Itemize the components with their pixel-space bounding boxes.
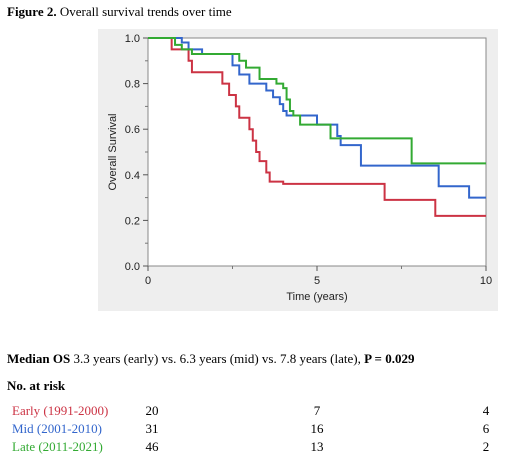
x-tick-label: 0 (145, 275, 151, 287)
median-os-line: Median OS 3.3 years (early) vs. 6.3 year… (7, 351, 414, 367)
risk-count: 20 (145, 403, 159, 418)
plot-area (147, 37, 487, 267)
risk-count: 46 (145, 439, 159, 454)
risk-count: 6 (482, 421, 490, 436)
x-tick-label: 10 (480, 275, 492, 287)
risk-table-title: No. at risk (7, 378, 66, 393)
risk-row-label: Mid (2001-2010) (12, 421, 102, 436)
median-os-p-value: P = 0.029 (364, 351, 415, 366)
risk-count: 4 (482, 403, 490, 418)
median-os-text: 3.3 years (early) vs. 6.3 years (mid) vs… (73, 351, 361, 366)
y-tick-label: 0.0 (125, 261, 140, 273)
y-tick-label: 1.0 (125, 33, 140, 45)
km-curve-late (148, 37, 486, 165)
y-tick-label: 0.8 (125, 79, 140, 91)
y-tick-label: 0.2 (125, 215, 140, 227)
risk-row-label: Late (2011-2021) (12, 439, 103, 454)
y-axis-label: Overall Survival (107, 113, 119, 190)
x-axis-label: Time (years) (286, 291, 347, 303)
figure-title-text: Overall survival trends over time (59, 4, 232, 19)
risk-count: 16 (310, 421, 324, 436)
risk-row-late: Late (2011-2021) 46 13 2 (0, 439, 514, 457)
risk-count: 13 (310, 439, 324, 454)
y-tick-label: 0.6 (125, 124, 140, 136)
y-tick-label: 0.4 (125, 170, 140, 182)
risk-row-label: Early (1991-2000) (12, 403, 109, 418)
risk-row-mid: Mid (2001-2010) 31 16 6 (0, 421, 514, 439)
risk-count: 7 (313, 403, 321, 418)
km-curve-early (148, 37, 486, 217)
median-os-label: Median OS (7, 351, 71, 366)
risk-row-early: Early (1991-2000) 20 7 4 (0, 403, 514, 421)
x-tick-label: 5 (314, 275, 320, 287)
risk-count: 2 (482, 439, 490, 454)
figure-title: Figure 2. Overall survival trends over t… (7, 4, 232, 20)
figure-label: Figure 2. (7, 4, 57, 19)
risk-count: 31 (145, 421, 159, 436)
